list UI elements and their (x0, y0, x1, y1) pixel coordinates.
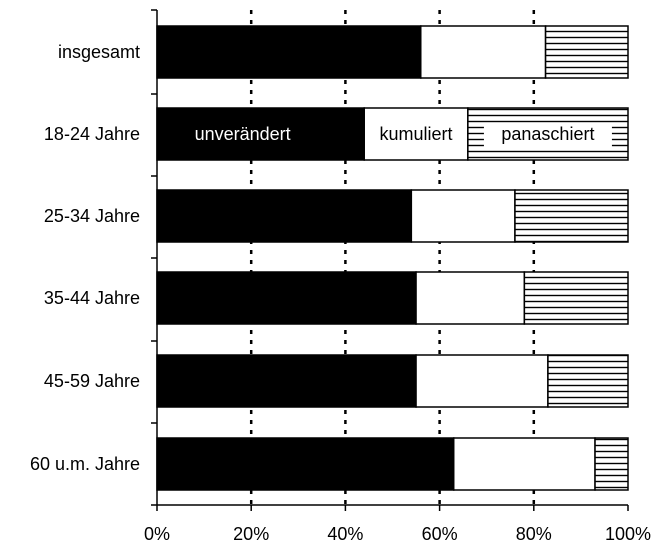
labels: insgesamt 18-24 Jahre 25-34 Jahre 35-44 Jah… (30, 42, 651, 544)
bar-segment (547, 354, 629, 408)
bar-segment (156, 25, 422, 79)
bar-segment (523, 271, 629, 325)
category-label: 25-34 Jahre (44, 206, 140, 226)
category-label: 60 u.m. Jahre (30, 454, 140, 474)
bar-segment (420, 25, 547, 79)
x-tick-label: 0% (144, 524, 170, 544)
x-tick-label: 20% (233, 524, 269, 544)
series-label: unverändert (195, 124, 291, 144)
category-label: insgesamt (58, 42, 140, 62)
bar-segment (156, 437, 455, 491)
gridlines (249, 10, 536, 505)
axes (151, 9, 629, 511)
series-label: kumuliert (380, 124, 453, 144)
bar-segment (514, 189, 629, 243)
label-backdrop (483, 123, 612, 147)
category-label: 45-59 Jahre (44, 371, 140, 391)
series-label: panaschiert (501, 124, 594, 144)
bar-segment (415, 354, 549, 408)
x-tick-label: 40% (327, 524, 363, 544)
bar-segment (415, 271, 526, 325)
bar-segment (594, 437, 629, 491)
x-tick-label: 100% (605, 524, 651, 544)
bar-segment (156, 107, 365, 161)
x-tick-label: 60% (422, 524, 458, 544)
bar-segment (156, 271, 417, 325)
bar-segment (410, 189, 516, 243)
x-tick-label: 80% (516, 524, 552, 544)
bar-segment (363, 107, 469, 161)
category-label: 35-44 Jahre (44, 288, 140, 308)
bar-segment (156, 189, 413, 243)
bars (156, 25, 629, 491)
bar-segment (156, 354, 417, 408)
bar-segment (452, 437, 596, 491)
bar-segment (544, 25, 629, 79)
category-label: 18-24 Jahre (44, 124, 140, 144)
